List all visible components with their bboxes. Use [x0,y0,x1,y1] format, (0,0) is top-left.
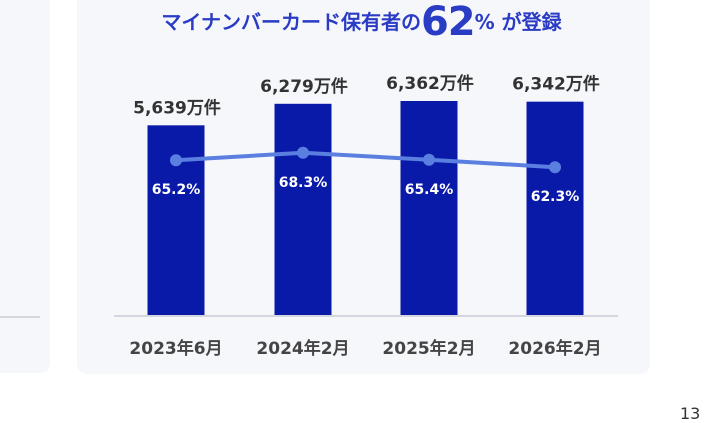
bar-value-label: 6,342万件 [512,74,600,95]
line-value-label: 65.4% [405,182,454,198]
line-value-label: 65.2% [152,182,201,198]
chart-title-suffix: が登録 [494,10,562,34]
chart-title-highlight: 62 [420,0,476,45]
left-panel-baseline [0,316,40,318]
left-panel [0,0,50,373]
chart-title-prefix: マイナンバーカード保有者の [161,10,421,34]
line-point [423,153,435,166]
x-tick-label: 2025年2月 [382,338,475,359]
bar-value-label: 5,639万件 [133,97,221,118]
chart-title-percent: % [474,10,495,34]
bar-value-label: 6,362万件 [386,73,474,94]
x-tick-label: 2024年2月 [256,338,349,359]
bar [274,103,332,315]
line-point [297,146,309,159]
chart-title: マイナンバーカード保有者の62% が登録 [0,0,723,44]
bar [147,125,205,316]
bar [526,101,584,315]
bar-value-label: 6,279万件 [260,76,348,97]
line-value-label: 62.3% [531,189,580,205]
line-series [175,150,556,170]
page-number: 13 [680,404,701,423]
line-point [549,161,561,174]
line-point [170,154,182,167]
x-tick-label: 2026年2月 [508,338,601,359]
line-value-label: 68.3% [279,175,328,191]
x-tick-label: 2023年6月 [129,338,222,359]
bar [400,101,458,315]
